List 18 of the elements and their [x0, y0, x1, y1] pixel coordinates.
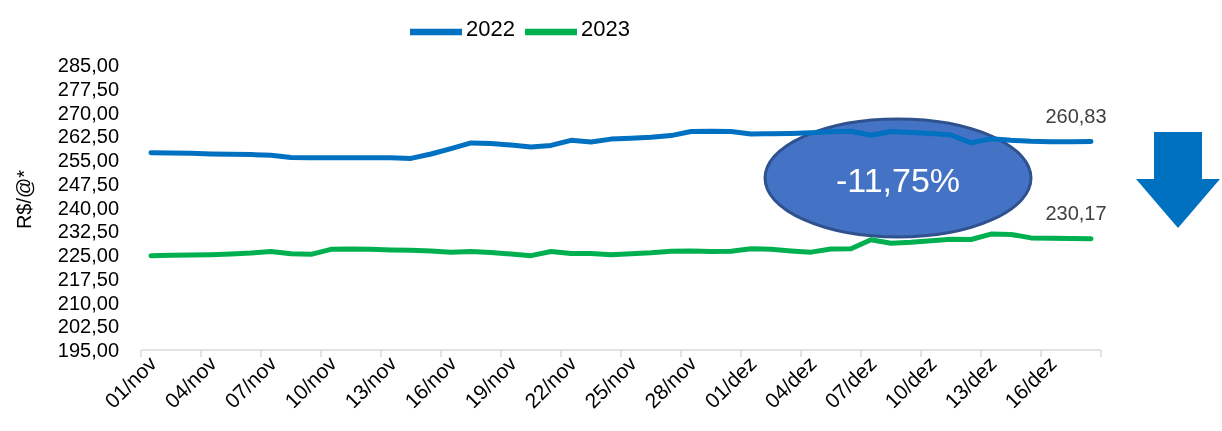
- data-label: 230,17: [1045, 201, 1107, 224]
- data-label: 260,83: [1045, 104, 1107, 127]
- y-tick-label: 285,00: [57, 54, 119, 77]
- y-tick-label: 277,50: [57, 77, 119, 100]
- y-axis-title: R$/@*: [13, 169, 35, 230]
- legend-label: 2022: [466, 16, 515, 42]
- y-tick-label: 270,00: [57, 101, 119, 124]
- y-tick-label: 225,00: [57, 244, 119, 267]
- y-tick-label: 255,00: [57, 149, 119, 172]
- y-tick-label: 262,50: [57, 125, 119, 148]
- y-tick-label: 247,50: [57, 172, 119, 195]
- y-tick-label: 232,50: [57, 220, 119, 243]
- legend-label: 2023: [581, 16, 630, 42]
- y-tick-label: 210,00: [57, 291, 119, 314]
- y-tick-label: 217,50: [57, 267, 119, 290]
- y-tick-label: 240,00: [57, 196, 119, 219]
- y-tick-label: 202,50: [57, 315, 119, 338]
- annotation: -11,75%: [835, 161, 961, 199]
